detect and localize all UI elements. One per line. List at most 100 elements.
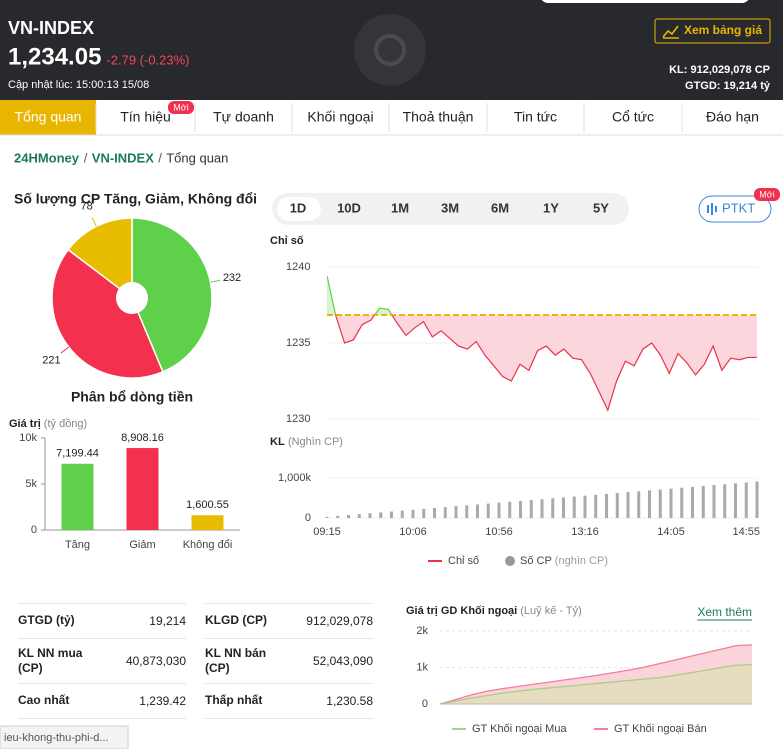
breadcrumb-separator: / bbox=[158, 150, 162, 165]
volume-bar bbox=[648, 490, 651, 518]
x-tick-label: Không đổi bbox=[183, 539, 233, 551]
breadcrumb-item: Tổng quan bbox=[166, 150, 228, 165]
price-board-button[interactable] bbox=[654, 18, 771, 44]
foreign-title: Giá trị GD Khối ngoại bbox=[406, 605, 517, 617]
y-tick-label: 5k bbox=[25, 478, 37, 490]
y-tick-label: 0 bbox=[305, 512, 311, 524]
period-button: 5Y bbox=[593, 200, 609, 215]
volume-bar bbox=[454, 506, 458, 518]
tab: Tổng quan bbox=[15, 109, 82, 125]
pie-title: Số lượng CP Tăng, Giảm, Không đổi bbox=[14, 191, 257, 207]
period-button: 3M bbox=[441, 200, 459, 215]
total-volume: KL: 912,029,078 CP bbox=[669, 64, 770, 76]
row-border bbox=[18, 718, 186, 719]
stat-label: GTGD (tỷ) bbox=[18, 613, 75, 627]
period-button: 1D bbox=[290, 200, 307, 215]
period-group bbox=[272, 193, 629, 225]
volume-bar bbox=[551, 498, 555, 518]
tab: Tự doanh bbox=[213, 109, 274, 125]
stat-label: KL NN mua (CP) bbox=[18, 645, 83, 675]
y-tick-label: 0 bbox=[422, 698, 428, 710]
x-tick-label: 14:05 bbox=[657, 526, 685, 538]
bar bbox=[126, 448, 159, 530]
volume-bar bbox=[336, 515, 340, 518]
volume-bar bbox=[712, 485, 716, 518]
volume-bar bbox=[529, 500, 533, 518]
kl-ylabel: KL bbox=[270, 436, 285, 448]
area-line bbox=[439, 644, 753, 705]
bar-value-label: 8,908.16 bbox=[121, 432, 164, 444]
bar bbox=[191, 515, 224, 530]
volume-bar bbox=[744, 482, 748, 518]
volume-bar bbox=[734, 483, 737, 518]
volume-bar bbox=[390, 511, 393, 518]
area-fill bbox=[440, 664, 752, 704]
period-button: 6M bbox=[491, 200, 509, 215]
period-button: 1M bbox=[391, 200, 409, 215]
area-fill bbox=[327, 275, 392, 316]
volume-bar bbox=[723, 484, 727, 518]
breadcrumb-item: VN-INDEX bbox=[92, 150, 154, 165]
period-button: 10D bbox=[337, 200, 361, 215]
y-tick-label: 0 bbox=[31, 524, 37, 536]
kl-yunit: (Nghìn CP) bbox=[288, 436, 343, 448]
volume-bar bbox=[572, 496, 576, 518]
volume-bar bbox=[465, 505, 469, 518]
volume-bar bbox=[562, 497, 565, 518]
volume-bar bbox=[357, 514, 361, 518]
view-more-link[interactable]: Xem thêm bbox=[697, 605, 752, 619]
y-tick-label: 1235 bbox=[286, 337, 310, 349]
volume-bar bbox=[691, 486, 694, 518]
volume-bar bbox=[368, 513, 372, 518]
bar-value-label: 1,600.55 bbox=[186, 499, 229, 511]
ptkt-icon bbox=[707, 203, 717, 215]
volume-bar bbox=[325, 516, 329, 518]
area-fill bbox=[335, 315, 757, 411]
x-tick-label: Tăng bbox=[65, 539, 90, 551]
stat-value: 1,239.42 bbox=[139, 693, 186, 708]
pie-label: 232 bbox=[223, 272, 241, 284]
volume-bar bbox=[615, 493, 619, 518]
pie-slice bbox=[51, 248, 164, 379]
search-box bbox=[541, 0, 749, 3]
volume-bar bbox=[497, 502, 501, 518]
breadcrumb-item: 24HMoney bbox=[14, 150, 80, 165]
bar-title: Phân bổ dòng tiền bbox=[71, 389, 193, 405]
row-border bbox=[205, 683, 373, 684]
x-tick-label: 10:06 bbox=[399, 526, 427, 538]
legend-swatch bbox=[505, 556, 515, 566]
legend-label: Chỉ số bbox=[448, 555, 479, 567]
volume-bar bbox=[594, 494, 598, 518]
index-change: -2.79 (-0.23%) bbox=[106, 52, 189, 67]
update-time: Cập nhật lúc: 15:00:13 15/08 bbox=[8, 79, 149, 91]
pie-label: 78 bbox=[80, 201, 92, 213]
volume-bar bbox=[347, 515, 350, 518]
stat-label: Cao nhất bbox=[18, 693, 70, 707]
volume-bar bbox=[680, 487, 684, 518]
index-title: VN-INDEX bbox=[8, 18, 94, 38]
volume-bar bbox=[701, 486, 705, 518]
stat-label: Thấp nhất bbox=[205, 693, 263, 707]
x-tick-label: 14:55 bbox=[732, 526, 760, 538]
row-border bbox=[205, 718, 373, 719]
ptkt-button[interactable] bbox=[698, 195, 772, 223]
volume-bar bbox=[400, 510, 404, 518]
new-badge-text: Mới bbox=[173, 102, 188, 112]
volume-bar bbox=[540, 499, 544, 518]
row-border bbox=[18, 683, 186, 684]
volume-bar bbox=[755, 481, 759, 518]
x-tick-label: 13:16 bbox=[571, 526, 599, 538]
tab: Khối ngoại bbox=[307, 109, 373, 125]
pie-slice bbox=[67, 217, 133, 300]
period-active[interactable] bbox=[277, 197, 321, 221]
tab-active[interactable] bbox=[0, 100, 96, 135]
stat-value: 1,230.58 bbox=[326, 693, 373, 708]
ptkt-label: PTKT bbox=[722, 200, 755, 215]
tab: Tin tức bbox=[514, 109, 557, 125]
row-border bbox=[205, 603, 373, 604]
status-bar bbox=[0, 725, 129, 749]
legend-label: Số CP bbox=[520, 555, 552, 567]
row-border bbox=[205, 638, 373, 639]
